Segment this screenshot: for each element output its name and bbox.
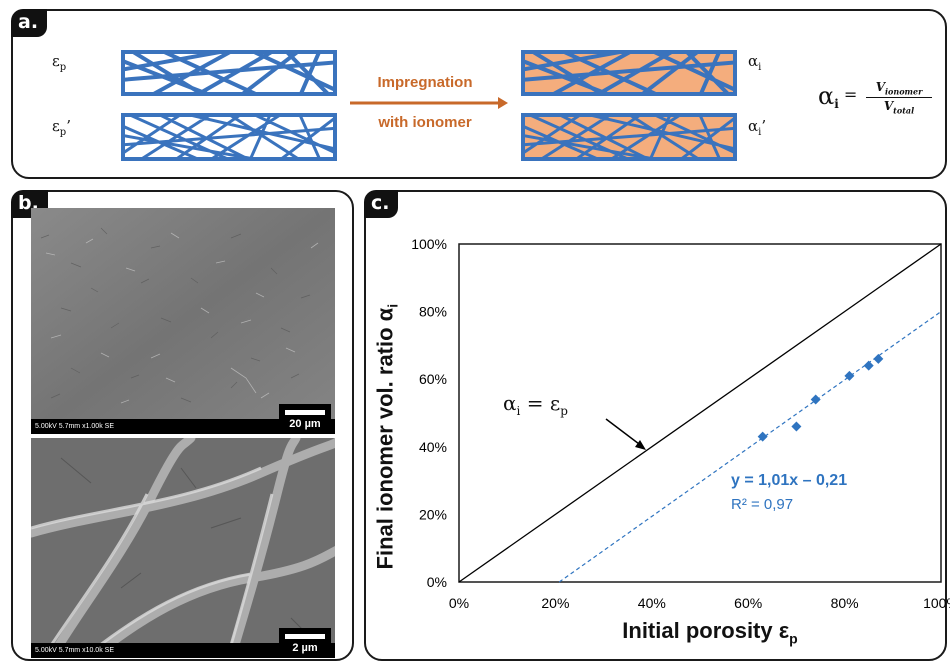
x-tick-label: 20% [541,595,569,611]
x-axis-title: Initial porosity εp [622,618,798,647]
x-tick-label: 60% [734,595,762,611]
epsilon-p-prime-label: εp’ [52,117,71,138]
r-squared: R² = 0,97 [731,496,794,513]
sparse-mesh-frame [121,50,337,96]
data-point [844,370,855,381]
impregnation-label: Impregnation [377,74,473,91]
sem-top-scalebar: 20 µm [279,404,331,434]
data-point [757,431,768,442]
alpha-equation: αi = [818,82,858,112]
y-tick-label: 60% [419,371,447,387]
sparse-mesh-filled-frame [521,50,737,96]
sem-bottom-info: 5.00kV 5.7mm x10.0k SE [31,643,335,658]
alpha-i-label: αi [748,52,762,73]
fit-line [558,311,942,583]
y-tick-label: 40% [419,439,447,455]
panel-a-tag: a. [11,9,48,37]
y-tick-label: 0% [427,574,447,590]
dense-mesh-filled [525,117,733,157]
plot-area [458,243,942,583]
sem-bottom-scalebar: 2 µm [279,628,331,658]
sparse-mesh-dry [125,54,333,92]
y-tick-label: 80% [419,304,447,320]
equation-fraction: Vionomer Vtotal [866,80,932,116]
epsilon-p-label: εp [52,52,67,73]
with-ionomer-label: with ionomer [378,114,472,131]
data-point [791,421,802,432]
sem-image-top: 5.00kV 5.7mm x1.00k SE 20 µm [31,208,335,434]
sparse-mesh-filled [525,54,733,92]
sem-image-bottom: 5.00kV 5.7mm x10.0k SE 2 µm [31,438,335,658]
y-axis-title: Final ionomer vol. ratio αi [372,303,401,570]
dense-mesh-frame [121,113,337,161]
mesh-diagrams [121,50,737,161]
dense-mesh-filled-frame [521,113,737,161]
y-tick-label: 100% [411,236,447,252]
dense-mesh-dry [125,117,333,157]
data-point [863,360,874,371]
sem-top-info: 5.00kV 5.7mm x1.00k SE [31,419,335,434]
impregnation-arrow-head [498,97,508,109]
y-tick-label: 20% [419,506,447,522]
data-point [873,353,884,364]
fit-equation: y = 1,01x – 0,21 [731,472,848,489]
annotation-arrow-line [605,418,644,448]
x-tick-label: 40% [638,595,666,611]
alpha-i-prime-label: αi’ [748,117,767,138]
x-tick-label: 0% [449,595,469,611]
reference-line-label: αi = εp [503,391,568,418]
annotation-arrow-head [635,440,646,450]
x-tick-label: 80% [831,595,859,611]
x-tick-label: 100% [923,595,950,611]
data-point [810,394,821,405]
reference-line [458,243,942,583]
panel-c-tag: c. [364,190,399,218]
